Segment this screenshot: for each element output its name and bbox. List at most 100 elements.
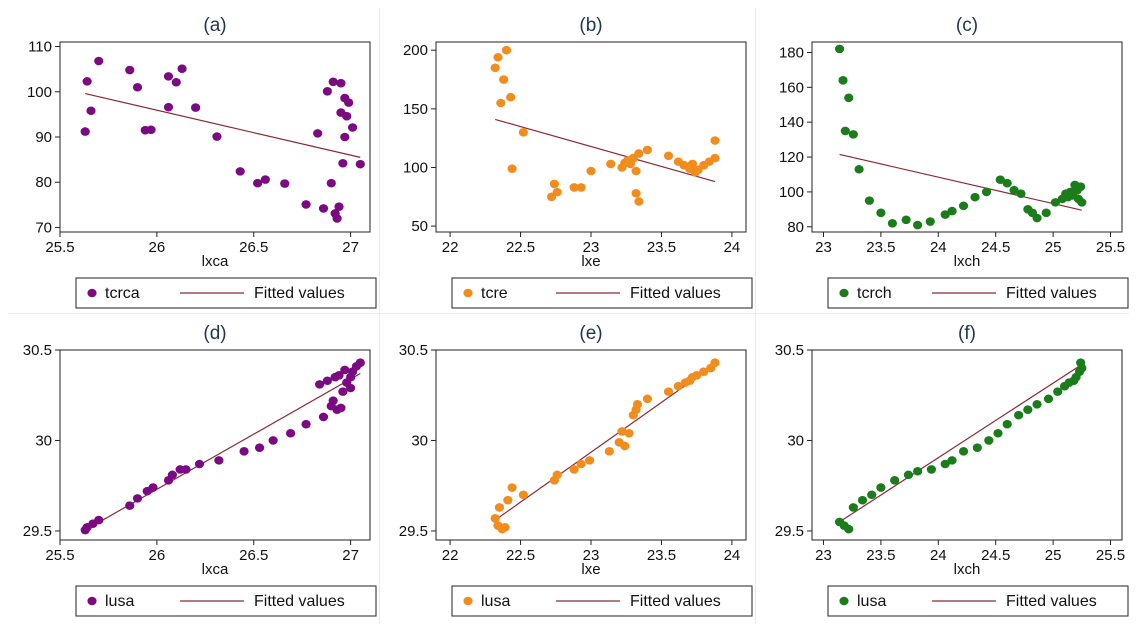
chart-title: (d) xyxy=(203,323,226,344)
x-tick-label: 23.5 xyxy=(647,547,676,564)
data-point xyxy=(710,358,720,367)
x-axis-label: lxch xyxy=(954,561,981,578)
data-point xyxy=(344,98,354,107)
data-point xyxy=(148,483,158,492)
y-tick-label: 160 xyxy=(779,79,804,96)
legend-label: Fitted values xyxy=(1006,285,1097,302)
data-point xyxy=(254,443,265,453)
data-point xyxy=(322,87,332,96)
data-point xyxy=(177,64,187,73)
y-tick-label: 90 xyxy=(35,129,52,146)
data-point xyxy=(336,78,346,88)
data-point xyxy=(518,128,528,137)
data-point xyxy=(632,399,643,409)
data-point xyxy=(993,428,1003,438)
fitted-line xyxy=(85,92,361,158)
fitted-line xyxy=(839,363,1083,523)
data-point xyxy=(132,82,143,92)
x-tick-label: 25.5 xyxy=(1096,547,1125,564)
data-point xyxy=(604,447,614,456)
data-point xyxy=(617,427,627,436)
data-point xyxy=(857,495,868,505)
legend-label: tcre xyxy=(481,285,508,302)
chart-title: (c) xyxy=(956,15,978,36)
data-point xyxy=(253,178,263,188)
y-tick-label: 80 xyxy=(35,174,52,191)
data-point xyxy=(285,428,296,438)
y-tick-label: 100 xyxy=(779,184,804,201)
x-tick-label: 23.5 xyxy=(866,239,895,256)
data-point xyxy=(838,76,848,85)
x-tick-label: 26 xyxy=(149,547,166,564)
panel-f: (f) 29.5 30 30.5 23 23.5 24 24.5 25 25.5 lxch lusa F… xyxy=(760,316,1129,628)
x-tick-label: 25.5 xyxy=(1096,239,1125,256)
data-point xyxy=(634,197,644,206)
data-point xyxy=(710,153,720,163)
data-point xyxy=(1032,399,1042,409)
x-tick-label: 24 xyxy=(930,239,947,256)
data-point xyxy=(313,129,323,138)
data-point xyxy=(94,56,104,66)
data-point xyxy=(844,524,854,534)
legend-marker-icon xyxy=(463,596,473,606)
x-tick-label: 23 xyxy=(815,239,832,256)
data-point xyxy=(925,217,935,226)
x-tick-label: 27 xyxy=(342,239,359,256)
panel-d: (d) 29.5 30 30.5 25.5 26 26.5 27 lxca lusa Fitted … xyxy=(8,316,377,628)
x-tick-label: 24 xyxy=(930,547,947,564)
data-point xyxy=(1014,410,1024,420)
legend-label: lusa xyxy=(481,593,510,610)
data-point xyxy=(322,376,332,386)
y-tick-label: 30 xyxy=(411,432,428,449)
data-point xyxy=(493,52,503,62)
data-point xyxy=(854,164,864,174)
data-point xyxy=(212,132,222,141)
data-point xyxy=(1002,178,1012,188)
plot-area xyxy=(435,349,747,541)
data-point xyxy=(334,202,344,211)
data-point xyxy=(214,456,224,465)
data-point xyxy=(507,483,517,492)
y-tick-label: 180 xyxy=(779,44,804,61)
x-tick-label: 24.5 xyxy=(981,239,1010,256)
data-point xyxy=(163,102,174,112)
data-point xyxy=(710,136,720,145)
data-point xyxy=(163,72,174,81)
data-point xyxy=(318,204,329,213)
data-point xyxy=(549,179,559,189)
data-point xyxy=(995,175,1005,185)
x-tick-label: 25 xyxy=(1045,239,1062,256)
data-point xyxy=(194,459,205,469)
data-point xyxy=(496,98,506,108)
y-tick-label: 80 xyxy=(787,219,804,236)
y-tick-label: 30.5 xyxy=(399,342,428,359)
data-point xyxy=(840,126,850,136)
x-tick-label: 24 xyxy=(724,547,741,564)
data-point xyxy=(576,183,586,192)
x-tick-label: 25.5 xyxy=(45,547,74,564)
legend: lusa Fitted values xyxy=(451,585,753,617)
data-point xyxy=(338,387,348,396)
data-point xyxy=(634,149,644,158)
data-point xyxy=(663,151,674,161)
data-point xyxy=(507,164,517,173)
x-tick-label: 25 xyxy=(1045,547,1062,564)
data-point xyxy=(673,381,683,391)
data-point xyxy=(890,475,900,485)
panel-e: (e) 29.5 30 30.5 22 22.5 23 23.5 24 lxe lusa Fitted… xyxy=(384,316,753,628)
data-point xyxy=(334,371,344,380)
data-point xyxy=(494,503,505,512)
data-point xyxy=(125,501,135,510)
data-point xyxy=(876,483,886,492)
data-point xyxy=(848,503,858,512)
data-point xyxy=(191,103,201,112)
data-point xyxy=(642,145,652,155)
legend: tcrch Fitted values xyxy=(827,277,1129,309)
data-point xyxy=(328,77,338,87)
data-point xyxy=(864,196,875,205)
data-point xyxy=(576,459,586,469)
data-point xyxy=(947,206,957,216)
chart-a: (a) 70 80 90 100 110 25.5 26 26.5 27 lxca tcrca Fitt… xyxy=(27,15,377,309)
data-point xyxy=(171,77,181,87)
data-point xyxy=(268,436,278,445)
